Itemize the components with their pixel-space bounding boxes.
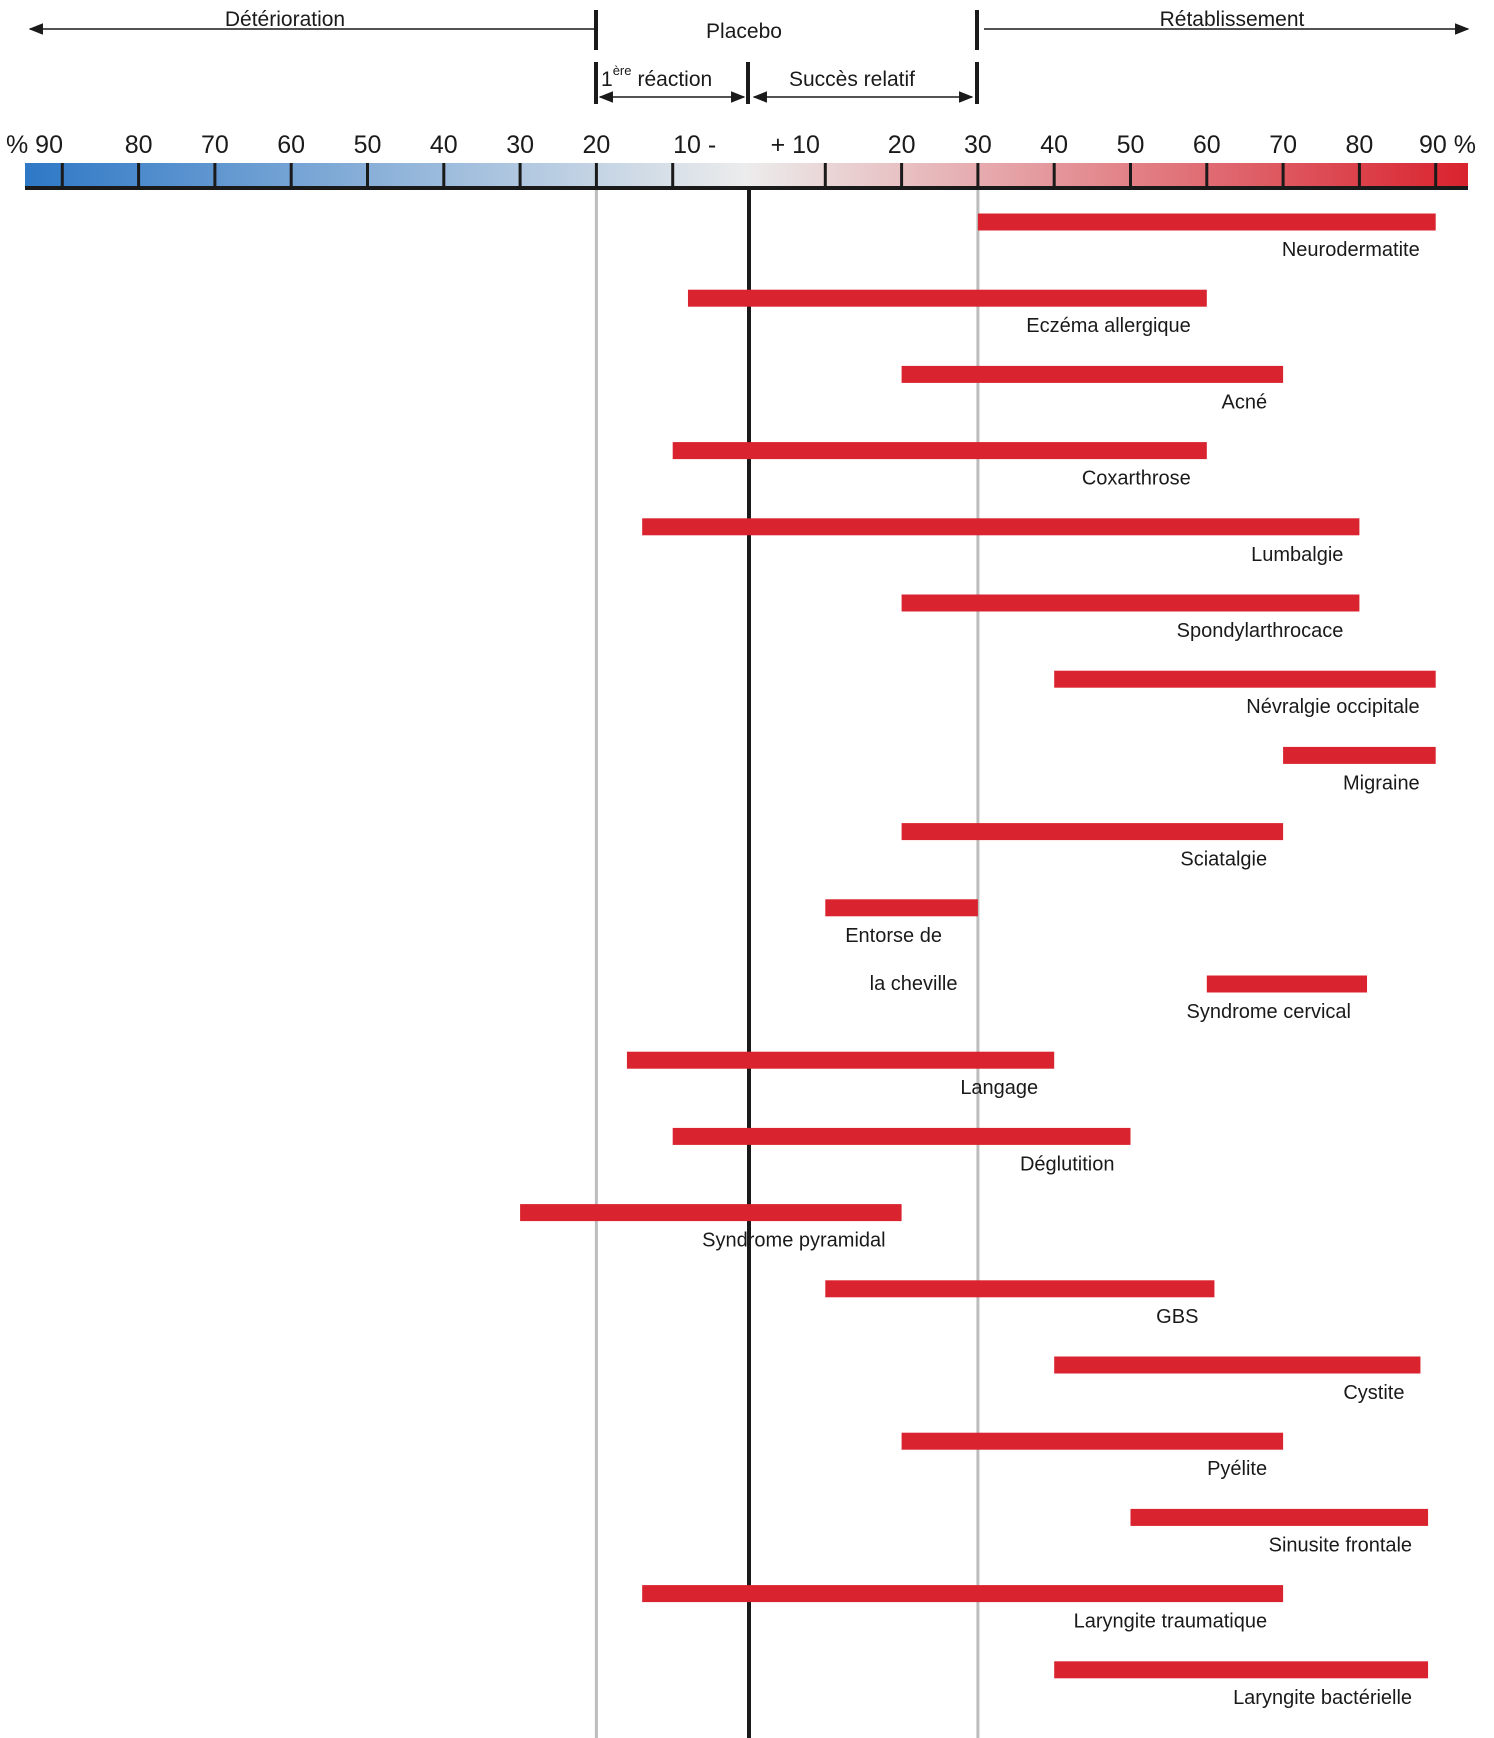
range-bar [520,1204,902,1222]
bar-label: Syndrome pyramidal [702,1230,885,1252]
first-reaction-label: 1ère réaction [601,63,712,91]
first-reaction-text: réaction [637,68,712,91]
tick-label: 90 % [1419,131,1476,159]
bar-label-line2: la cheville [870,973,958,995]
range-bar [1206,975,1368,993]
tick-label: 80 [125,131,153,159]
bar-label: Laryngite traumatique [1074,1611,1267,1633]
tick-labels: % 90 80 70 60 50 40 30 20 10 - + 10 20 30 40 50 60 70 80… [6,131,1476,159]
tick-label: 70 [1269,131,1297,159]
range-bar [825,1280,1215,1298]
range-bar [672,1127,1131,1145]
range-bar [642,518,1360,536]
range-bar [642,1585,1284,1603]
bar-series: Neurodermatite Eczéma allergique Acné Coxar… [520,213,1436,1709]
range-bar [1130,1508,1429,1526]
bar-label: Acné [1222,391,1268,413]
bar-label: Neurodermatite [1282,239,1420,261]
percent-scale [25,163,1468,190]
tick-label: 30 [964,131,992,159]
bar-label: Syndrome cervical [1187,1001,1352,1023]
tick-label: 40 [1040,131,1068,159]
scale-gradient [25,163,1468,189]
tick-label: 10 - [673,131,716,159]
bar-label: Sinusite frontale [1269,1534,1412,1556]
relative-success-label: Succès relatif [789,68,915,91]
range-bar [825,899,978,917]
bar-label: Cystite [1343,1382,1404,1404]
bar-label: GBS [1156,1306,1198,1328]
bar-label: Névralgie occipitale [1246,696,1419,718]
bar-label: Eczéma allergique [1026,315,1191,337]
range-bar [687,289,1207,307]
bar-label: Migraine [1343,772,1420,794]
bar-label: Coxarthrose [1082,468,1191,490]
range-bar [1054,1661,1429,1679]
tick-label: + 10 [771,131,820,159]
tick-label: 40 [430,131,458,159]
range-bar [901,365,1284,383]
range-bar [1283,746,1436,764]
range-bar [626,1051,1055,1069]
tick-label: 20 [582,131,610,159]
bar-label: Lumbalgie [1251,544,1343,566]
tick-label: 60 [1193,131,1221,159]
tick-label: 80 [1345,131,1373,159]
bar-label: Déglutition [1020,1153,1115,1175]
range-bar [977,213,1436,231]
range-bar [672,442,1207,460]
bar-label: Spondylarthrocace [1177,620,1344,642]
reference-lines [594,170,980,1738]
tick-label: 50 [1117,131,1145,159]
bar-label: Sciatalgie [1180,849,1267,871]
tick-label: 70 [201,131,229,159]
range-bar [901,594,1360,612]
tick-label: 60 [277,131,305,159]
placebo-label: Placebo [706,20,782,43]
first-reaction-superscript: ère [613,63,632,78]
recovery-label: Rétablissement [1160,8,1305,31]
tick-label: 20 [888,131,916,159]
range-bar [901,823,1284,841]
tick-label: % 90 [6,131,63,159]
range-bar [1054,1356,1421,1374]
bar-label: Langage [960,1077,1038,1099]
first-reaction-number: 1 [601,68,613,91]
tick-label: 30 [506,131,534,159]
tick-label: 50 [354,131,382,159]
range-bar [1054,670,1436,688]
zone-header: Détérioration Placebo Rétablissement 1èr… [28,8,1470,104]
range-bar [901,1432,1284,1450]
deterioration-label: Détérioration [225,8,345,31]
bar-label: Laryngite bactérielle [1233,1687,1412,1709]
bar-label: Entorse de [845,925,942,947]
bar-label: Pyélite [1207,1458,1267,1480]
scale-ticks [60,163,1438,186]
